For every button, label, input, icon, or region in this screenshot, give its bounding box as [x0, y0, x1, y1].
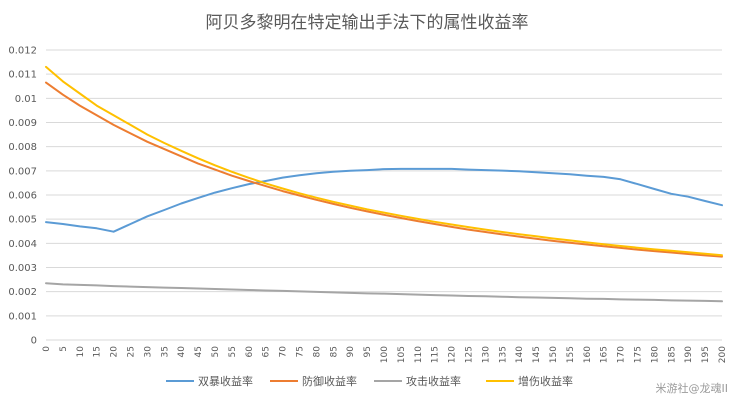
x-tick-label: 85 — [329, 346, 339, 357]
x-tick-label: 70 — [279, 346, 289, 358]
x-tick-label: 105 — [397, 346, 407, 363]
chart-title: 阿贝多黎明在特定输出手法下的属性收益率 — [206, 13, 529, 33]
x-axis-ticks: 0 5 10 15 20 25 30 35 40 45 50 55 60 65 70 75 80 85 90 95 10… — [42, 346, 728, 363]
watermark: 米游社@龙魂II — [656, 381, 729, 395]
x-tick-label: 35 — [160, 346, 170, 357]
y-tick-label: 0.002 — [8, 287, 37, 298]
x-tick-label: 80 — [312, 346, 322, 358]
x-tick-label: 95 — [363, 346, 373, 357]
x-tick-label: 190 — [684, 346, 694, 363]
x-tick-label: 200 — [718, 346, 728, 363]
x-tick-label: 180 — [650, 346, 660, 363]
x-tick-label: 195 — [701, 346, 711, 363]
series-line-3 — [45, 282, 723, 303]
x-tick-label: 185 — [667, 346, 677, 363]
y-tick-label: 0.008 — [8, 142, 37, 153]
y-tick-label: 0.005 — [8, 215, 37, 226]
legend-label-1: 双暴收益率 — [198, 374, 253, 388]
x-tick-label: 75 — [296, 346, 306, 357]
x-tick-label: 165 — [600, 346, 610, 363]
x-tick-label: 0 — [42, 346, 52, 352]
x-tick-label: 175 — [634, 346, 644, 363]
x-tick-label: 25 — [127, 346, 137, 357]
x-tick-label: 135 — [498, 346, 508, 363]
legend: 双暴收益率 防御收益率 攻击收益率 增伤收益率 — [166, 374, 573, 388]
y-axis-ticks: 0 0.001 0.002 0.003 0.004 0.005 0.006 0.007 0.00… — [8, 46, 37, 347]
x-tick-label: 140 — [515, 346, 525, 363]
series-line-2 — [45, 81, 723, 258]
y-tick-label: 0.001 — [8, 311, 37, 322]
y-tick-label: 0.004 — [8, 239, 37, 250]
y-tick-label: 0.009 — [8, 118, 37, 129]
x-tick-label: 100 — [380, 346, 390, 363]
x-tick-label: 45 — [194, 346, 204, 357]
x-tick-label: 125 — [465, 346, 475, 363]
series-line-4 — [45, 65, 723, 257]
series-lines — [45, 65, 723, 303]
y-tick-label: 0.006 — [8, 191, 37, 202]
x-tick-label: 120 — [448, 346, 458, 363]
y-tick-label: 0.01 — [15, 94, 37, 105]
x-tick-label: 130 — [481, 346, 491, 363]
y-tick-label: 0.011 — [8, 70, 37, 81]
x-tick-label: 170 — [617, 346, 627, 363]
x-tick-label: 55 — [228, 346, 238, 357]
y-tick-label: 0 — [31, 336, 37, 347]
x-tick-label: 155 — [566, 346, 576, 363]
x-tick-label: 15 — [93, 346, 103, 357]
x-tick-label: 150 — [549, 346, 559, 363]
series-line-1 — [45, 167, 723, 233]
x-tick-label: 5 — [59, 346, 69, 352]
legend-label-2: 防御收益率 — [302, 374, 357, 388]
x-tick-label: 40 — [177, 346, 187, 358]
legend-label-4: 增伤收益率 — [518, 374, 573, 388]
y-tick-label: 0.007 — [8, 166, 37, 177]
x-tick-label: 50 — [211, 346, 221, 358]
x-tick-label: 10 — [76, 346, 86, 358]
y-tick-label: 0.003 — [8, 263, 37, 274]
x-tick-label: 160 — [583, 346, 593, 363]
y-tick-label: 0.012 — [8, 46, 37, 57]
legend-label-3: 攻击收益率 — [406, 374, 461, 388]
x-tick-label: 145 — [532, 346, 542, 363]
grid-lines — [46, 49, 722, 341]
x-tick-label: 110 — [414, 346, 424, 363]
x-tick-label: 30 — [143, 346, 153, 358]
x-tick-label: 90 — [346, 346, 356, 358]
x-tick-label: 115 — [431, 346, 441, 363]
x-tick-label: 60 — [245, 346, 255, 358]
x-tick-label: 20 — [110, 346, 120, 358]
x-tick-label: 65 — [262, 346, 272, 357]
